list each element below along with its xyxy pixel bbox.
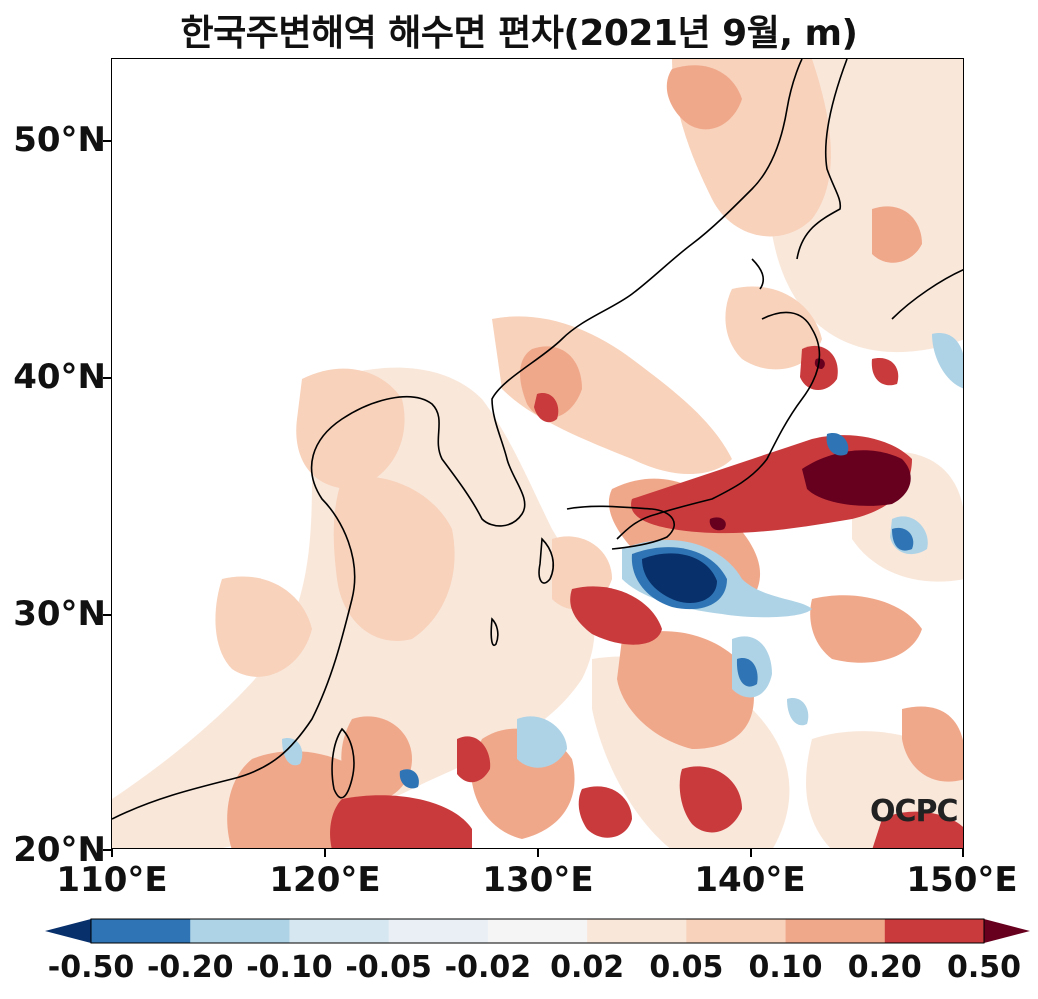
anomaly-field <box>112 59 963 848</box>
colorbar-tick-label: -0.10 <box>246 950 333 985</box>
colorbar-segment <box>587 919 687 943</box>
lon-label-140e: 140°E <box>694 860 806 900</box>
colorbar-segment <box>884 919 985 943</box>
lon-tick <box>111 849 113 857</box>
lon-label-120e: 120°E <box>269 860 381 900</box>
ocpc-logo: OCPC <box>870 794 959 829</box>
colorbar-segment <box>388 919 489 943</box>
lon-tick <box>324 849 326 857</box>
lon-label-150e: 150°E <box>906 860 1018 900</box>
lon-label-130e: 130°E <box>482 860 594 900</box>
colorbar-tick-label: 0.50 <box>946 950 1022 985</box>
colorbar-tick-label: -0.05 <box>345 950 432 985</box>
colorbar-tick-label: -0.02 <box>444 950 532 985</box>
coastlines <box>112 59 963 820</box>
lat-tick <box>103 614 111 616</box>
colorbar <box>45 918 1030 944</box>
colorbar-segment <box>487 919 588 943</box>
lat-label-50n: 50°N <box>13 120 106 160</box>
colorbar-tick-label: 0.02 <box>550 950 625 985</box>
lon-tick <box>537 849 539 857</box>
colorbar-tick-label: 0.05 <box>649 950 724 985</box>
lat-tick <box>103 849 111 851</box>
colorbar-segment <box>785 919 886 943</box>
colorbar-max-arrow <box>984 919 1030 943</box>
colorbar-segment <box>289 919 390 943</box>
extreme-negative-areas <box>642 553 717 603</box>
lat-label-40n: 40°N <box>13 357 106 397</box>
lat-tick <box>103 140 111 142</box>
map-title: 한국주변해역 해수면 편차(2021년 9월, m) <box>180 13 858 54</box>
lat-label-30n: 30°N <box>13 594 106 634</box>
colorbar-tick-label: 0.10 <box>748 950 823 985</box>
colorbar-segment <box>686 919 787 943</box>
extreme-positive-areas <box>709 358 911 531</box>
lat-label-20n: 20°N <box>13 830 106 870</box>
colorbar-segment <box>91 919 191 943</box>
colorbar-tick-label: 0.20 <box>847 950 922 985</box>
lon-tick <box>962 849 964 857</box>
colorbar-min-arrow <box>45 919 91 943</box>
colorbar-segment <box>190 919 290 943</box>
lat-tick <box>103 377 111 379</box>
colorbar-tick-label: -0.20 <box>146 950 234 985</box>
lon-label-110e: 110°E <box>56 860 168 900</box>
lon-tick <box>750 849 752 857</box>
colorbar-tick-label: -0.50 <box>47 950 135 985</box>
colorbar-segments <box>91 919 985 943</box>
sea-level-anomaly-map <box>111 58 964 849</box>
